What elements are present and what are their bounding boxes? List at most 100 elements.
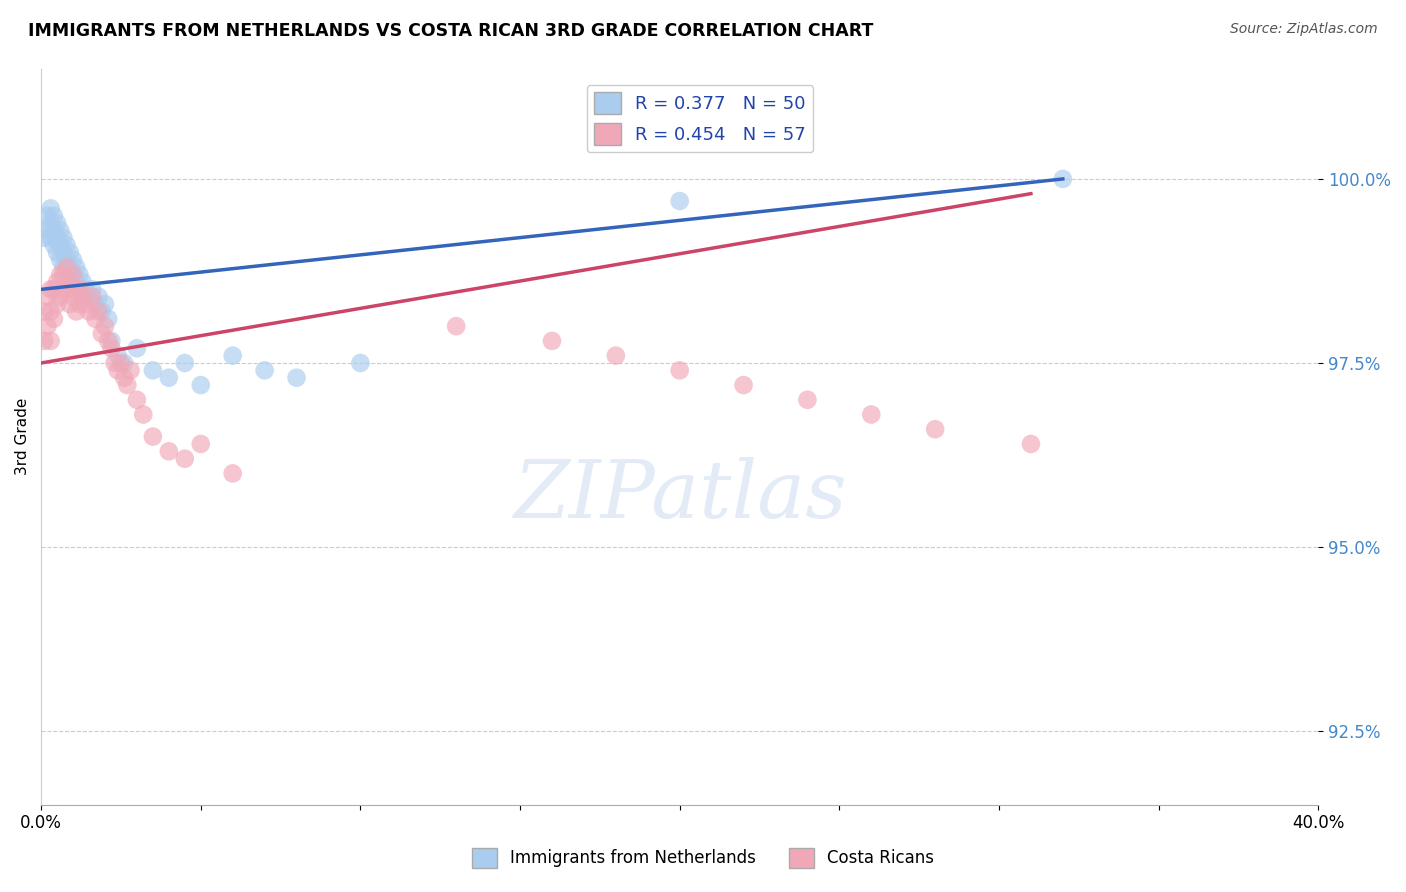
Point [860, 408, 883, 422]
Point [55, 252, 77, 267]
Point [37, 290, 59, 304]
Point [173, 451, 195, 466]
Point [120, 363, 142, 377]
Point [39, 216, 62, 230]
Point [103, 356, 125, 370]
Point [52, 231, 75, 245]
Point [37, 319, 59, 334]
Point [37, 209, 59, 223]
Point [94, 297, 117, 311]
Point [77, 304, 100, 318]
Point [82, 282, 104, 296]
Legend: Immigrants from Netherlands, Costa Ricans: Immigrants from Netherlands, Costa Rican… [465, 841, 941, 875]
Point [796, 392, 818, 407]
Point [52, 282, 75, 296]
Point [924, 422, 946, 436]
Point [157, 370, 180, 384]
Point [132, 408, 155, 422]
Point [46, 297, 69, 311]
Point [67, 297, 90, 311]
Point [97, 311, 120, 326]
Point [190, 378, 212, 392]
Text: ZIPatlas: ZIPatlas [513, 457, 846, 534]
Point [46, 231, 69, 245]
Point [107, 363, 129, 377]
Point [49, 268, 72, 282]
Point [142, 429, 165, 443]
Point [59, 297, 82, 311]
Point [52, 268, 75, 282]
Text: IMMIGRANTS FROM NETHERLANDS VS COSTA RICAN 3RD GRADE CORRELATION CHART: IMMIGRANTS FROM NETHERLANDS VS COSTA RIC… [28, 22, 873, 40]
Point [55, 238, 77, 252]
Point [668, 363, 690, 377]
Point [52, 245, 75, 260]
Point [46, 275, 69, 289]
Point [59, 245, 82, 260]
Point [62, 268, 84, 282]
Point [55, 260, 77, 275]
Point [49, 238, 72, 252]
Point [90, 326, 112, 341]
Point [190, 437, 212, 451]
Point [65, 275, 87, 289]
Point [72, 290, 94, 304]
Point [46, 216, 69, 230]
Y-axis label: 3rd Grade: 3rd Grade [15, 398, 30, 475]
Point [125, 341, 148, 355]
Point [59, 275, 82, 289]
Point [39, 304, 62, 318]
Point [34, 231, 56, 245]
Point [221, 349, 243, 363]
Point [42, 209, 65, 223]
Point [62, 268, 84, 282]
Point [90, 304, 112, 318]
Point [84, 311, 107, 326]
Point [42, 238, 65, 252]
Point [97, 334, 120, 348]
Point [541, 334, 564, 348]
Point [87, 290, 110, 304]
Point [39, 231, 62, 245]
Point [87, 304, 110, 318]
Point [49, 223, 72, 237]
Point [67, 282, 90, 296]
Point [62, 252, 84, 267]
Point [112, 370, 135, 384]
Point [84, 297, 107, 311]
Point [94, 319, 117, 334]
Point [157, 444, 180, 458]
Point [46, 245, 69, 260]
Text: Source: ZipAtlas.com: Source: ZipAtlas.com [1230, 22, 1378, 37]
Point [75, 297, 97, 311]
Point [59, 260, 82, 275]
Point [173, 356, 195, 370]
Point [52, 260, 75, 275]
Point [100, 334, 122, 348]
Point [67, 268, 90, 282]
Point [253, 363, 276, 377]
Point [42, 311, 65, 326]
Point [55, 282, 77, 296]
Point [49, 252, 72, 267]
Point [65, 304, 87, 318]
Point [42, 223, 65, 237]
Point [107, 349, 129, 363]
Point [65, 282, 87, 296]
Point [285, 370, 308, 384]
Point [39, 282, 62, 296]
Point [142, 363, 165, 377]
Point [112, 356, 135, 370]
Point [72, 275, 94, 289]
Point [62, 290, 84, 304]
Point [100, 341, 122, 355]
Legend: R = 0.377   N = 50, R = 0.454   N = 57: R = 0.377 N = 50, R = 0.454 N = 57 [586, 85, 813, 153]
Point [110, 356, 132, 370]
Point [39, 334, 62, 348]
Point [65, 260, 87, 275]
Point [1019, 437, 1042, 451]
Point [34, 334, 56, 348]
Point [605, 349, 627, 363]
Point [125, 392, 148, 407]
Point [1052, 172, 1074, 186]
Point [221, 467, 243, 481]
